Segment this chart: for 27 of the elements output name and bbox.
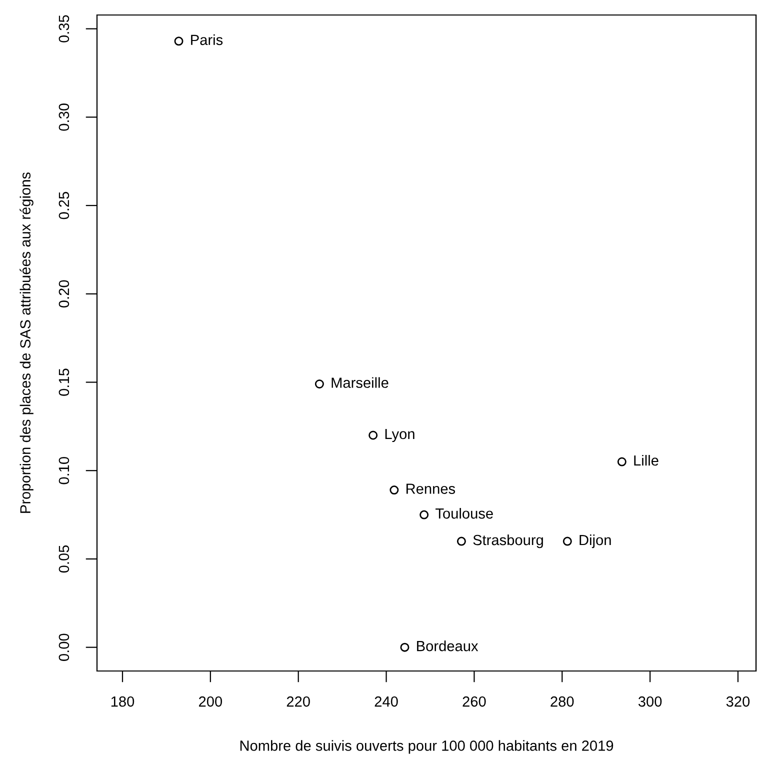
- annotation: Lille: [634, 454, 658, 466]
- x-tick-label: 320: [726, 696, 750, 707]
- x-tick-label: 240: [374, 696, 398, 707]
- y-axis-title: Proportion des places de SAS attribuées aux régions: [20, 172, 34, 513]
- x-tick-label: 280: [550, 696, 574, 707]
- annotation: Lyon: [385, 428, 414, 442]
- x-tick-label: 200: [198, 696, 222, 707]
- y-tick-label: 0.20: [58, 280, 70, 308]
- y-tick-label: 0.00: [58, 634, 70, 661]
- y-tick-label: 0.35: [58, 15, 70, 42]
- y-tick-label: 0.25: [58, 192, 70, 220]
- annotation: Dijon: [580, 534, 611, 548]
- annotation: Rennes: [406, 484, 456, 494]
- x-tick-label: 260: [462, 696, 486, 707]
- x-tick-label: 220: [286, 696, 310, 707]
- annotation: Strasbourg: [473, 534, 543, 548]
- annotation: Marseille: [332, 377, 388, 388]
- y-tick-label: 0.10: [58, 456, 70, 484]
- x-tick-label: 180: [111, 696, 134, 707]
- y-tick-label: 0.30: [58, 104, 70, 131]
- annotation: Paris: [191, 34, 223, 46]
- annotation: Bordeaux: [417, 640, 478, 652]
- annotation: Toulouse: [436, 508, 493, 519]
- y-tick-label: 0.05: [58, 545, 70, 573]
- x-axis-title: Nombre de suivis ouverts pour 100 000 habitants en 2019: [240, 740, 614, 754]
- y-tick-label: 0.15: [58, 368, 70, 396]
- x-tick-label: 300: [638, 696, 662, 707]
